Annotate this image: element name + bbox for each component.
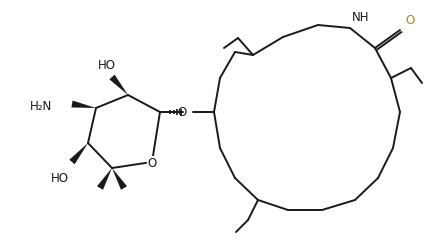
Polygon shape <box>109 75 128 95</box>
Text: NH: NH <box>352 11 369 24</box>
Text: H₂N: H₂N <box>30 99 52 112</box>
Polygon shape <box>97 168 112 190</box>
Text: O: O <box>405 14 414 27</box>
Text: O: O <box>178 106 187 119</box>
Text: HO: HO <box>51 172 69 185</box>
Text: O: O <box>147 157 157 170</box>
Text: HO: HO <box>98 59 116 72</box>
Polygon shape <box>69 143 88 164</box>
Polygon shape <box>71 100 96 108</box>
Polygon shape <box>112 168 127 190</box>
